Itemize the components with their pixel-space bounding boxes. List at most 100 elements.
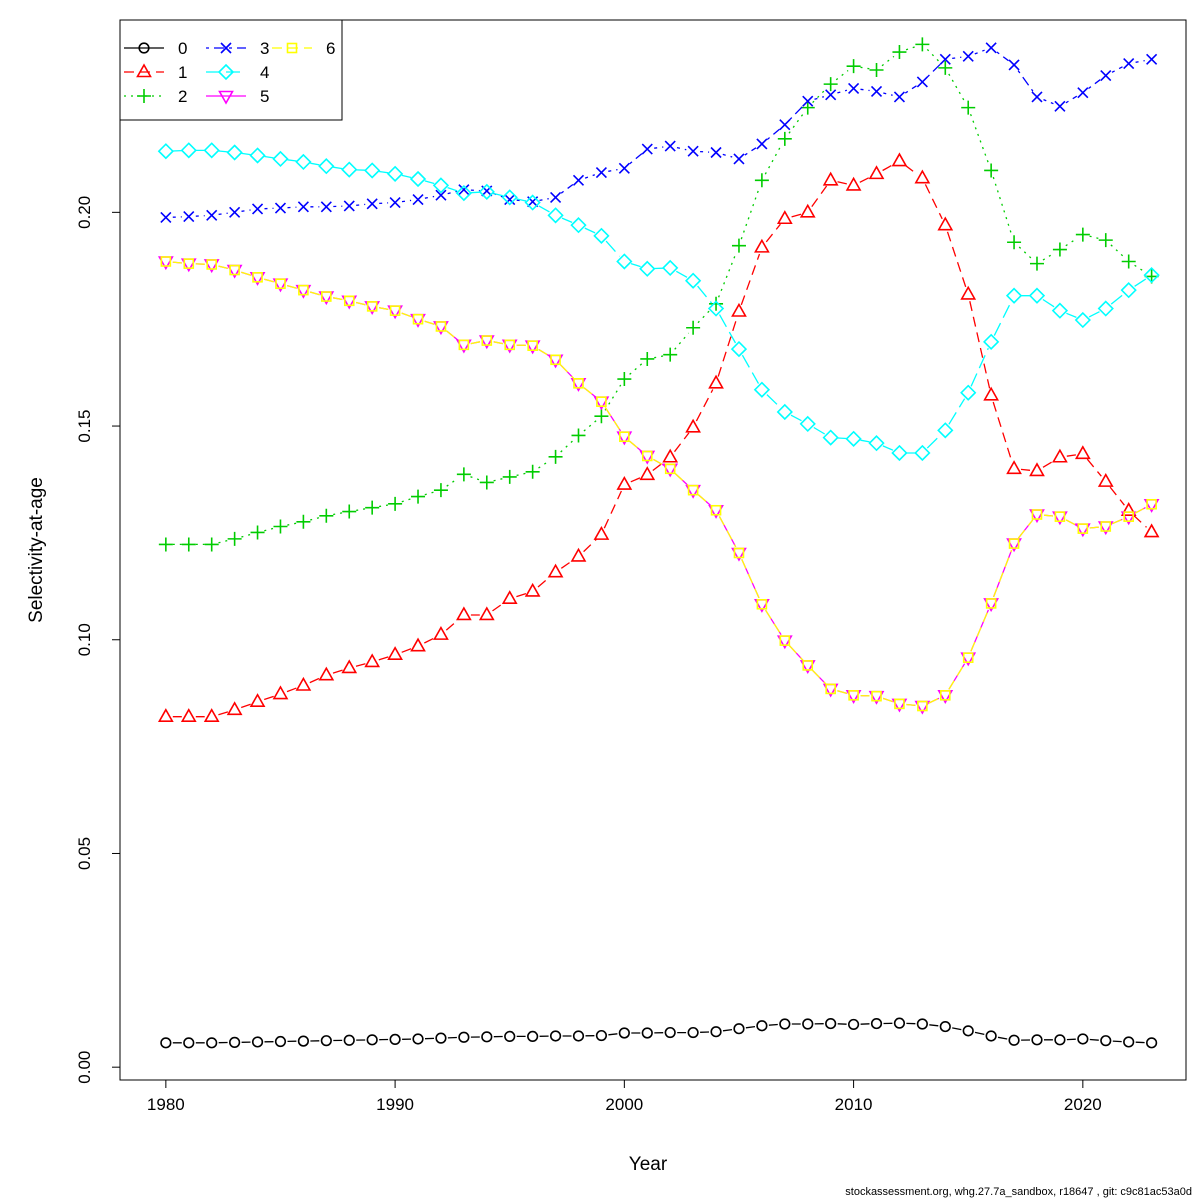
x-axis-label: Year — [629, 1154, 668, 1175]
data-point — [297, 201, 309, 213]
legend-item-5: 5 — [206, 87, 269, 106]
data-point — [318, 158, 335, 175]
data-point — [1146, 498, 1157, 510]
data-point — [754, 238, 770, 253]
data-point — [1028, 287, 1046, 304]
data-point — [664, 463, 676, 475]
legend-label: 1 — [178, 63, 187, 82]
data-point — [685, 418, 701, 433]
series-4 — [157, 142, 1160, 462]
data-point — [779, 119, 791, 131]
data-point — [456, 467, 471, 482]
data-point — [273, 519, 288, 534]
series-1 — [157, 152, 1160, 722]
data-point — [825, 1017, 837, 1030]
legend-label: 2 — [178, 87, 187, 106]
series-3 — [160, 42, 1158, 224]
data-point — [754, 173, 769, 188]
data-point — [776, 403, 793, 421]
data-point — [662, 448, 679, 463]
data-point — [916, 76, 928, 88]
axes-layer: 1980 1990 2000 2010 2020 0.00 0.05 0.10 0.15 0.20 — [75, 196, 1102, 1114]
data-point — [848, 82, 860, 94]
data-point — [504, 193, 516, 206]
legend-item-6: 6 — [272, 39, 335, 58]
data-point — [733, 1023, 745, 1035]
data-point — [229, 1036, 241, 1048]
data-point — [708, 374, 724, 389]
data-point — [800, 100, 815, 115]
data-point — [435, 321, 447, 332]
data-point — [687, 145, 699, 157]
data-point — [753, 381, 771, 398]
data-point — [229, 264, 240, 276]
data-point — [1074, 445, 1091, 460]
data-point — [937, 422, 954, 439]
data-point — [619, 431, 630, 443]
data-point — [525, 464, 540, 479]
data-point — [206, 209, 218, 221]
data-point — [822, 171, 839, 186]
data-point — [366, 198, 378, 210]
data-point — [183, 258, 195, 269]
data-point — [1120, 502, 1137, 516]
data-point — [298, 284, 309, 296]
data-point — [250, 525, 265, 540]
data-point — [343, 1034, 355, 1046]
data-point — [524, 194, 541, 211]
data-point — [916, 1018, 928, 1030]
data-point — [458, 1031, 470, 1043]
data-point — [1077, 523, 1089, 534]
data-point — [802, 1018, 814, 1030]
series-line-2 — [172, 45, 1147, 546]
data-point — [343, 200, 355, 212]
data-point — [938, 60, 953, 75]
legend-item-2: 2 — [124, 87, 187, 106]
data-point — [481, 1031, 493, 1043]
data-point — [733, 547, 745, 559]
data-point — [1077, 1033, 1089, 1045]
data-point — [389, 196, 401, 209]
data-point — [662, 259, 679, 277]
series-line-6 — [172, 261, 1146, 707]
data-point — [684, 272, 702, 289]
y-axis-label: Selectivity-at-age — [26, 477, 47, 623]
data-point — [226, 701, 243, 716]
data-point — [1143, 523, 1160, 538]
data-point — [366, 1034, 378, 1046]
data-point — [320, 201, 332, 213]
data-point — [433, 626, 449, 640]
data-point — [1146, 53, 1158, 65]
data-point — [710, 146, 722, 159]
data-point — [1008, 59, 1020, 71]
x-tick-label: 2020 — [1064, 1095, 1102, 1114]
data-point — [1074, 311, 1091, 329]
data-point — [1098, 233, 1113, 248]
data-point — [502, 469, 517, 484]
data-point — [779, 1018, 791, 1030]
data-point — [386, 165, 404, 183]
legend-marker — [137, 89, 151, 103]
data-point — [251, 203, 264, 215]
data-point — [848, 690, 859, 701]
data-point — [777, 131, 792, 146]
data-point — [641, 143, 653, 155]
legend-label: 0 — [178, 39, 187, 58]
data-point — [458, 184, 470, 196]
data-point — [640, 351, 655, 366]
data-point — [756, 1020, 768, 1032]
data-point — [1097, 472, 1114, 487]
data-point — [412, 313, 424, 325]
data-point — [960, 285, 977, 300]
data-point — [779, 635, 791, 646]
data-point — [343, 295, 355, 307]
data-point — [275, 278, 286, 290]
data-point — [710, 504, 722, 516]
data-point — [435, 1032, 447, 1044]
legend-marker — [220, 42, 232, 54]
data-point — [160, 256, 172, 267]
data-point — [891, 152, 908, 167]
data-point — [180, 708, 197, 722]
data-point — [203, 142, 220, 159]
series-layer — [157, 37, 1160, 1049]
